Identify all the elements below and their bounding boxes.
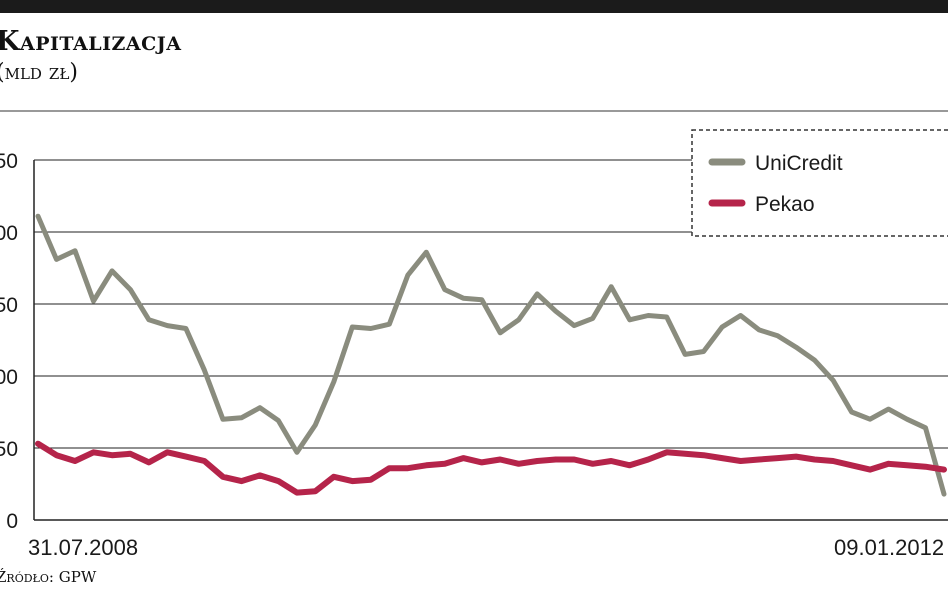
y-tick-label-0: 0 [6,510,18,533]
y-tick-label-100: 100 [0,366,18,389]
series-line-unicredit [35,213,947,497]
legend: UniCredit Pekao [691,129,948,237]
y-tick-label-150: 150 [0,294,18,317]
series-line-pekao [35,440,947,496]
y-tick-label-250: 250 [0,150,18,173]
x-tick-label-end: 09.01.2012 [834,535,944,560]
legend-label-unicredit: UniCredit [755,152,843,175]
x-tick-label-start: 31.07.2008 [28,535,138,560]
chart-subtitle: (mld zł) [0,60,78,85]
x-axis-ticks: 31.07.2008 09.01.2012 [28,535,944,560]
source-note: Źródło: GPW [0,568,97,586]
legend-label-pekao: Pekao [755,193,815,216]
legend-box [691,129,948,237]
series-lines [35,213,947,497]
y-tick-label-50: 50 [0,438,18,461]
y-tick-label-200: 200 [0,222,18,245]
top-bar [0,0,948,13]
gridlines [0,110,948,521]
chart-title: Kapitalizacja [0,26,182,57]
y-axis-ticks: 0 50 100 150 200 250 [0,150,18,533]
